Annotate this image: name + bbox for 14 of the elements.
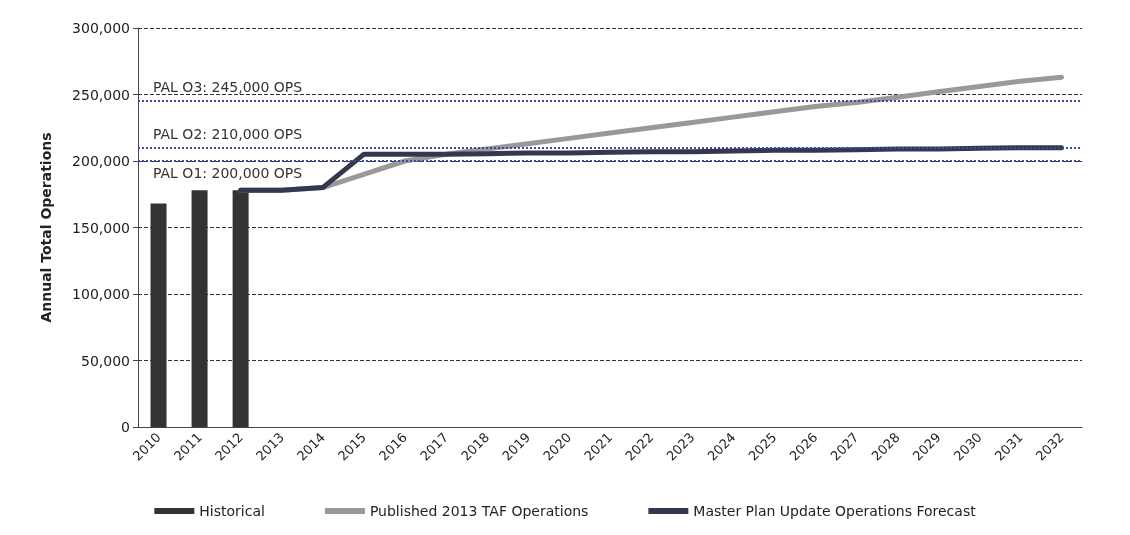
y-tick-label: 250,000 [72,86,130,103]
y-tick-label: 50,000 [81,352,130,369]
legend-label: Published 2013 TAF Operations [369,503,589,519]
y-tick-label: 150,000 [72,219,130,236]
ref-line-label: PAL O3: 245,000 OPS [153,79,303,96]
ref-line-label: PAL O2: 210,000 OPS [153,125,303,142]
legend-label: Master Plan Update Operations Forecast [693,503,977,519]
ref-line-label: PAL O1: 200,000 OPS [153,165,303,181]
y-tick-label: 300,000 [72,20,130,36]
legend-label: Historical [199,503,265,519]
y-tick-label: 200,000 [72,153,130,169]
y-tick-label: 0 [121,419,130,435]
y-tick-label: 100,000 [72,286,130,302]
y-axis-title: Annual Total Operations [38,132,54,323]
